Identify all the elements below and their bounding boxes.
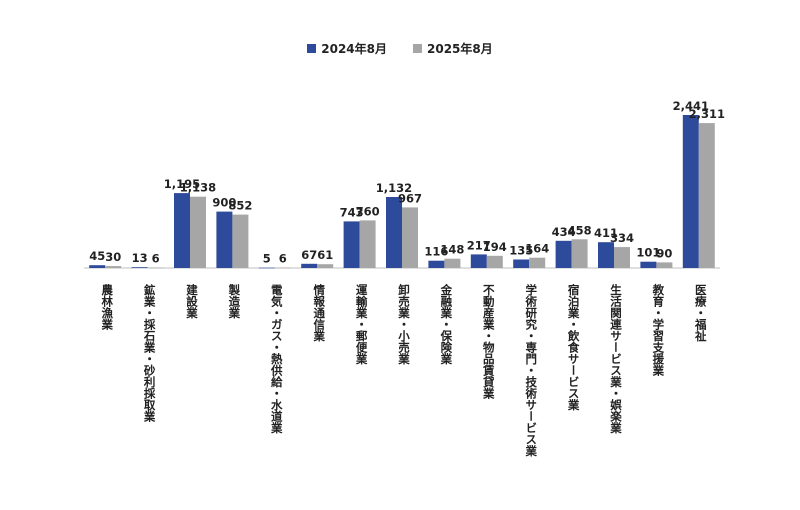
data-label-2024-6: 743 [340,205,364,219]
data-label-2024-13: 101 [636,246,660,260]
bar-2025-6 [359,220,376,268]
legend-swatch-2025 [413,44,422,53]
category-label-9: 不動産業・物品賃貸業 [481,284,496,399]
legend-item-2024: 2024年8月 [307,40,387,57]
data-label-2024-3: 900 [212,196,236,210]
data-label-2024-8: 116 [424,245,448,259]
category-label-8: 金融業・保険業 [439,284,454,365]
data-label-2024-7: 1,132 [376,181,412,195]
bar-2025-1 [147,267,164,269]
bar-2024-12 [598,242,614,268]
bar-2024-6 [343,221,360,268]
bar-2024-5 [301,263,318,268]
bar-2024-11 [555,240,572,268]
legend-label-2024: 2024年8月 [321,42,387,56]
bar-2025-11 [571,239,588,268]
data-label-2024-0: 45 [89,249,105,263]
data-label-2025-10: 164 [525,242,549,256]
bar-2025-3 [232,214,249,268]
category-label-2: 建設業 [185,284,199,319]
data-label-2025-13: 90 [656,246,672,260]
data-label-2025-6: 760 [356,204,380,218]
bar-2024-2 [174,193,190,268]
bar-2024-1 [131,267,148,268]
bar-2024-10 [513,259,530,268]
bar-2024-0 [89,265,106,268]
data-label-2024-5: 67 [301,248,317,262]
legend: 2024年8月 2025年8月 [0,40,800,57]
bar-2025-4 [274,267,291,269]
category-label-11: 宿泊業・飲食サービス業 [566,284,581,411]
data-label-2025-2: 1,138 [180,181,216,195]
bar-2025-13 [656,262,673,268]
data-label-2025-3: 852 [228,199,252,213]
data-label-2025-8: 148 [440,243,464,257]
category-label-0: 農林漁業 [100,284,115,330]
data-label-2025-4: 6 [279,252,287,266]
data-label-2025-11: 458 [568,223,592,237]
category-label-13: 教育・学習支援業 [651,284,666,376]
category-label-12: 生活関連サービス業・娯楽業 [609,284,623,434]
data-label-2024-10: 135 [509,244,533,258]
data-label-2025-0: 30 [105,250,121,264]
bar-2024-13 [640,261,657,268]
category-label-5: 情報通信業 [312,284,327,342]
data-label-2024-11: 434 [552,225,576,239]
bar-2025-8 [444,258,461,268]
data-label-2024-4: 5 [263,252,271,266]
bar-2024-9 [470,254,487,268]
bar-2024-14 [682,115,699,268]
data-label-2024-14: 2,441 [673,99,709,113]
data-label-2025-14: 2,311 [689,107,725,121]
category-label-4: 電気・ガス・熱供給・水道業 [269,284,284,434]
data-label-2024-12: 411 [594,226,618,240]
data-label-2025-9: 194 [483,240,507,254]
bar-2025-7 [402,207,418,268]
data-label-2024-1: 13 [132,251,148,265]
bar-2025-2 [190,196,206,268]
legend-label-2025: 2025年8月 [427,42,493,56]
bar-2025-5 [317,264,334,268]
bar-2024-8 [428,260,445,268]
legend-swatch-2024 [307,44,317,53]
category-label-3: 製造業 [227,284,242,319]
category-label-14: 医療・福祉 [693,284,708,342]
data-label-2025-5: 61 [317,248,333,262]
category-label-10: 学術研究・専門・技術サービス業 [524,284,539,457]
data-label-2025-12: 334 [610,231,634,245]
bar-2025-0 [105,266,122,268]
bar-2024-7 [386,197,402,268]
data-label-2025-7: 967 [398,191,422,205]
bar-2024-4 [258,267,275,269]
bar-2025-9 [486,255,503,268]
bar-2024-3 [216,211,233,268]
data-label-2024-2: 1,195 [164,177,200,191]
category-label-6: 運輸業・郵便業 [354,284,369,365]
category-label-7: 卸売業・小売業 [397,284,411,365]
bar-2025-10 [529,257,546,268]
data-label-2024-9: 217 [467,238,491,252]
bar-2025-12 [614,247,630,268]
category-label-1: 鉱業・採石業・砂利採取業 [142,284,157,422]
legend-item-2025: 2025年8月 [413,40,493,57]
data-label-2025-1: 6 [152,252,160,266]
bar-2025-14 [698,123,715,268]
